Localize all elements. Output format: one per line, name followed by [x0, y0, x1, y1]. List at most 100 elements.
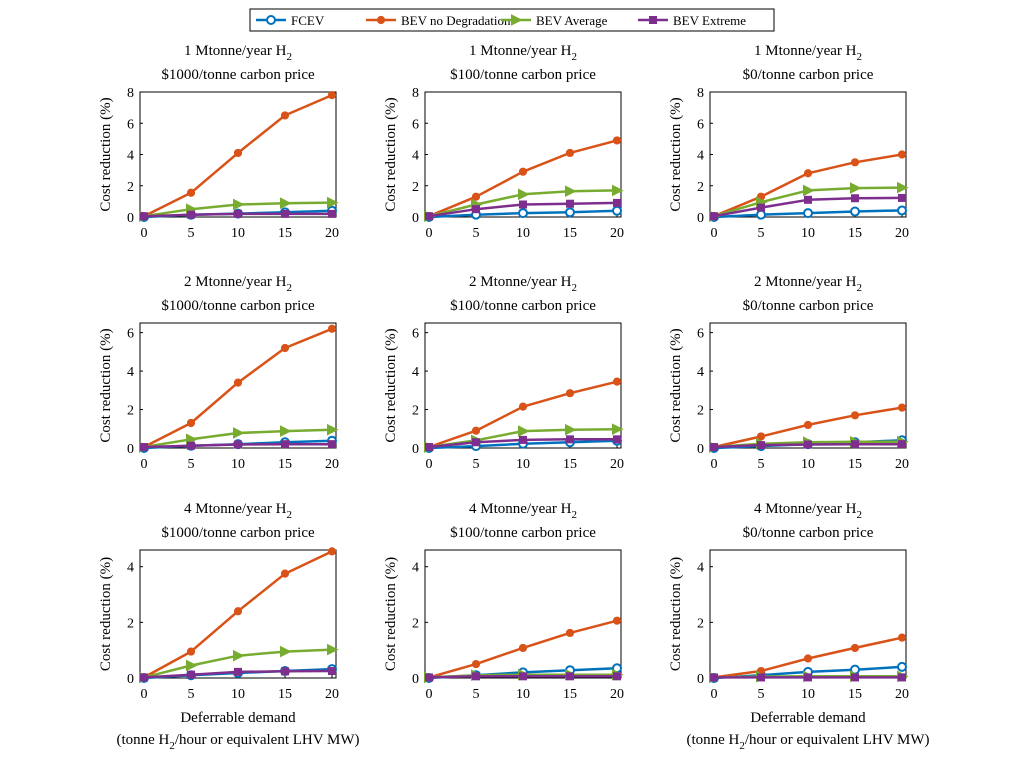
triangle-marker	[280, 425, 292, 437]
y-tick-label: 4	[412, 149, 419, 164]
triangle-marker	[233, 649, 245, 662]
x-tick-label: 0	[711, 457, 718, 472]
y-axis-label: Cost reduction (%)	[98, 97, 114, 211]
series-bev-extreme	[425, 435, 621, 452]
y-tick-label: 4	[697, 149, 704, 164]
panel-title-main: 1 Mtonne/year H	[469, 43, 572, 59]
square-marker	[710, 673, 718, 682]
dot-marker	[233, 378, 243, 387]
circle-marker	[897, 205, 907, 216]
y-tick-label: 2	[412, 616, 419, 631]
y-tick-label: 6	[412, 327, 419, 342]
square-marker	[851, 673, 859, 682]
dot-marker	[233, 607, 243, 616]
panel-subtitle: $100/tonne carbon price	[450, 298, 596, 314]
panel-title-main: 1 Mtonne/year H	[184, 43, 287, 59]
axes-box	[424, 91, 622, 218]
y-tick-label: 2	[127, 180, 134, 195]
square-marker	[898, 673, 906, 682]
y-tick-label: 0	[127, 672, 134, 687]
triangle-marker	[897, 181, 909, 194]
triangle-marker	[612, 184, 624, 197]
circle-marker	[612, 205, 622, 216]
panel-subtitle: $1000/tonne carbon price	[161, 525, 315, 541]
triangle-marker	[518, 188, 530, 201]
panel-title-main: 4 Mtonne/year H	[469, 501, 572, 517]
triangle-marker	[280, 645, 292, 658]
dot-marker	[565, 628, 575, 638]
square-marker	[187, 210, 195, 219]
x-tick-label: 10	[516, 226, 530, 241]
y-tick-label: 6	[127, 327, 134, 342]
series-bev-no-degradation	[139, 91, 337, 221]
legend: FCEV BEV no Degradation BEV Average BEV Ext…	[249, 8, 775, 32]
square-marker	[140, 212, 148, 221]
chart-grid: 1 Mtonne/year H2$1000/tonne carbon price…	[98, 43, 930, 752]
panel-title: 1 Mtonne/year H2	[754, 43, 862, 63]
panel-title-main: 4 Mtonne/year H	[754, 501, 857, 517]
square-marker	[328, 440, 336, 449]
y-tick-label: 2	[127, 404, 134, 419]
triangle-marker	[327, 196, 339, 209]
dot-marker	[850, 158, 860, 167]
panel-title-main: 2 Mtonne/year H	[469, 274, 572, 290]
x-tick-label: 0	[426, 457, 433, 472]
x-axis-label: Deferrable demand	[180, 710, 296, 726]
dot-marker	[471, 192, 481, 201]
dot-marker	[612, 377, 622, 386]
dot-marker	[612, 136, 622, 145]
x-axis-label-units: (tonne H2/hour or equivalent LHV MW)	[116, 732, 359, 752]
x-tick-label: 10	[231, 226, 245, 241]
x-tick-label: 20	[895, 226, 909, 241]
panel-title-subscript: 2	[571, 51, 577, 63]
dot-marker	[803, 169, 813, 178]
series-bev-extreme	[710, 440, 906, 452]
square-marker	[425, 673, 433, 682]
circle-marker	[518, 208, 528, 219]
square-marker	[281, 440, 289, 449]
x-axis-label-units: (tonne H2/hour or equivalent LHV MW)	[686, 732, 929, 752]
panel-title: 4 Mtonne/year H2	[469, 501, 577, 521]
square-marker	[804, 440, 812, 449]
y-tick-label: 2	[697, 180, 704, 195]
panel-title-subscript: 2	[856, 282, 862, 294]
panel: 1 Mtonne/year H2$1000/tonne carbon price…	[98, 43, 339, 241]
x-tick-label: 10	[231, 687, 245, 702]
triangle-marker	[565, 185, 577, 198]
square-marker	[234, 667, 242, 676]
dot-marker	[756, 432, 766, 441]
square-marker	[851, 194, 859, 203]
y-tick-label: 6	[412, 117, 419, 132]
legend-label: BEV Average	[536, 13, 608, 28]
y-tick-label: 4	[412, 365, 419, 380]
dot-marker	[233, 148, 243, 158]
x-tick-label: 15	[278, 457, 292, 472]
dot-marker	[280, 569, 290, 578]
square-marker	[519, 435, 527, 444]
y-tick-label: 0	[127, 211, 134, 226]
x-tick-label: 5	[758, 457, 765, 472]
square-marker	[898, 193, 906, 202]
x-tick-label: 5	[188, 457, 195, 472]
panel: 2 Mtonne/year H2$0/tonne carbon price024…	[668, 274, 909, 472]
panel: 2 Mtonne/year H2$100/tonne carbon price0…	[383, 274, 624, 472]
dot-marker	[803, 654, 813, 663]
square-marker	[804, 673, 812, 682]
series-bev-extreme	[425, 198, 621, 221]
triangle-marker	[327, 643, 339, 656]
dot-marker	[327, 324, 337, 333]
series-line	[143, 327, 333, 449]
x-tick-label: 15	[278, 687, 292, 702]
x-tick-label: 15	[278, 226, 292, 241]
x-tick-label: 0	[711, 226, 718, 241]
y-tick-label: 0	[412, 442, 419, 457]
axes-box	[709, 322, 907, 449]
y-tick-label: 2	[412, 180, 419, 195]
square-marker	[757, 203, 765, 212]
panel-title-main: 2 Mtonne/year H	[184, 274, 287, 290]
triangle-marker	[327, 423, 339, 436]
square-marker	[898, 440, 906, 449]
square-marker	[140, 673, 148, 682]
x-tick-label: 20	[325, 226, 339, 241]
